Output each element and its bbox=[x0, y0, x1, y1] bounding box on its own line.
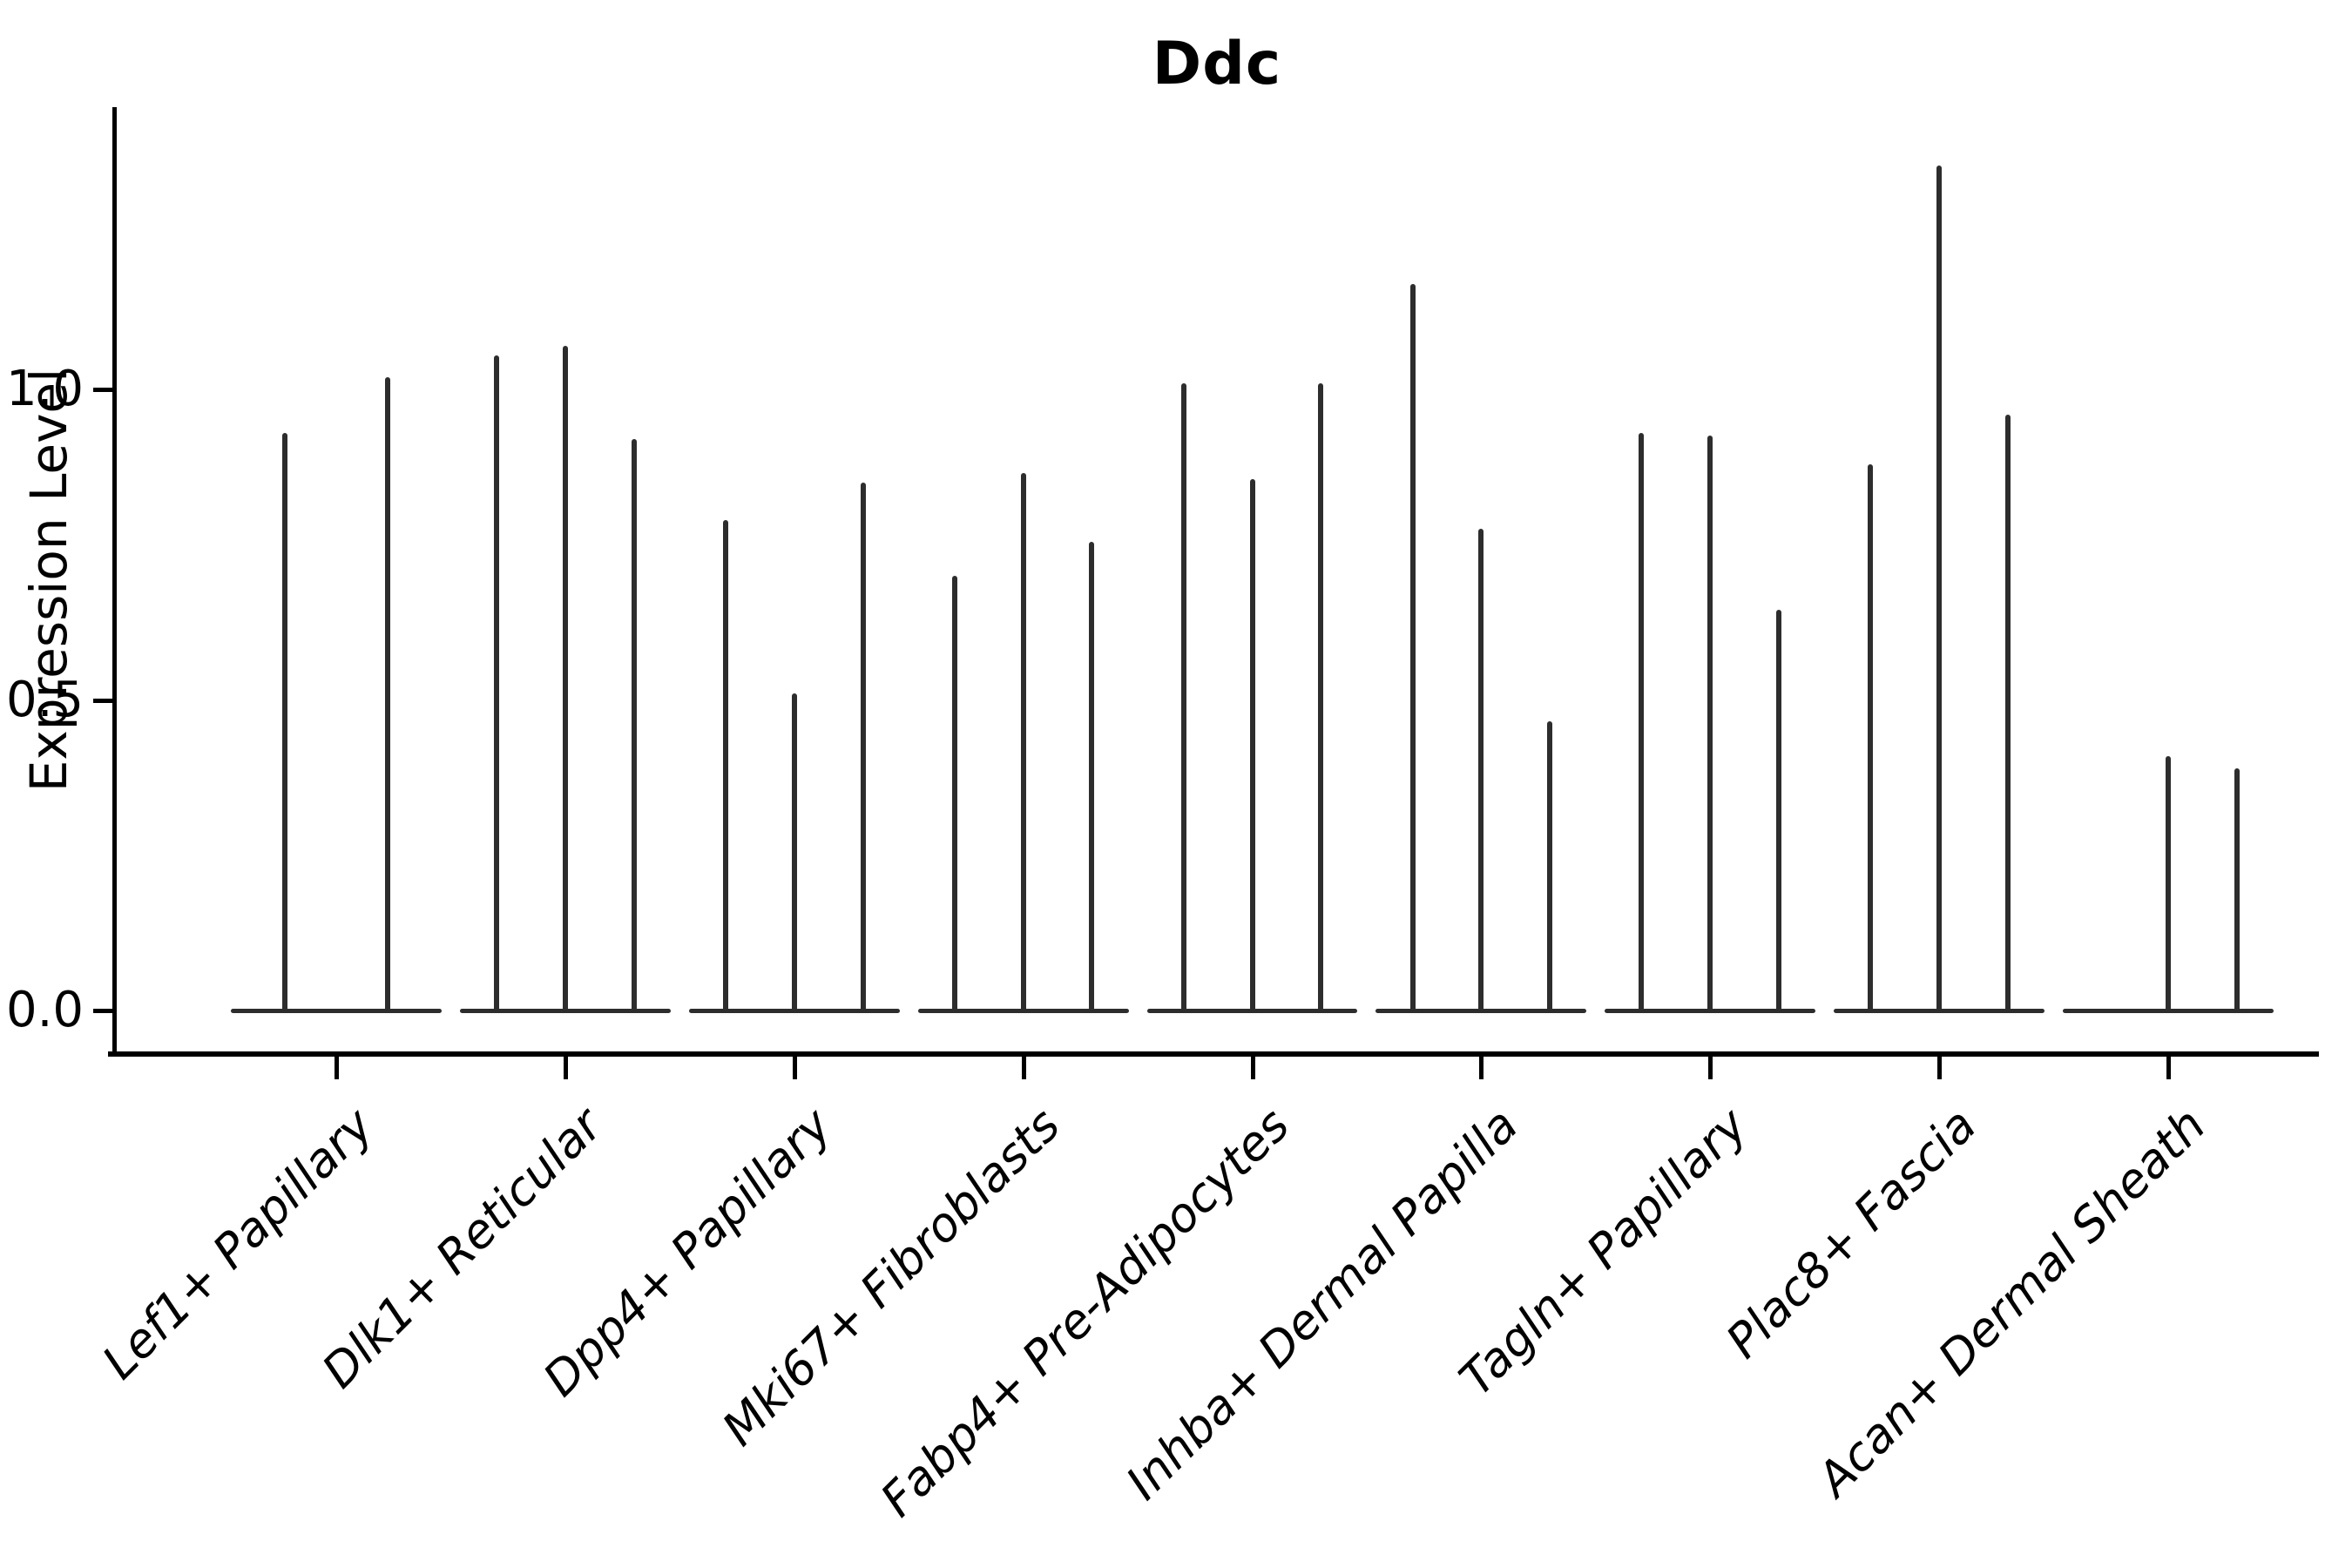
y-tick bbox=[93, 388, 115, 392]
y-tick-label: 0.0 bbox=[5, 982, 84, 1038]
x-tick-label: Inhba+ Dermal Papilla bbox=[1115, 1097, 1529, 1511]
x-tick bbox=[792, 1057, 797, 1079]
violin-spike bbox=[1180, 382, 1186, 1013]
violin-spike bbox=[791, 693, 797, 1013]
violin-spike bbox=[1868, 463, 1874, 1013]
violin-spike bbox=[494, 355, 499, 1013]
x-tick bbox=[335, 1057, 339, 1079]
violin-spike bbox=[2004, 414, 2011, 1013]
y-axis-spine bbox=[112, 107, 117, 1057]
y-tick bbox=[93, 1009, 115, 1013]
violin-spike bbox=[631, 439, 637, 1013]
x-tick bbox=[1708, 1057, 1713, 1079]
x-tick bbox=[1250, 1057, 1255, 1079]
violin-spike bbox=[1089, 541, 1095, 1013]
violin-spike bbox=[1776, 610, 1782, 1013]
y-axis-label: Expression Level bbox=[19, 368, 78, 793]
violin-spike bbox=[1478, 529, 1484, 1013]
violin-spike bbox=[1547, 721, 1553, 1013]
violin-spike bbox=[1707, 436, 1713, 1013]
violin-spike bbox=[1936, 166, 1943, 1013]
violin-spike bbox=[1409, 283, 1416, 1013]
x-tick bbox=[1937, 1057, 1943, 1079]
chart-title: Ddc bbox=[1152, 30, 1282, 98]
violin-spike bbox=[2166, 755, 2171, 1013]
violin-spike bbox=[281, 432, 287, 1013]
violin-spike bbox=[860, 482, 866, 1013]
x-tick-label: Acan+ Dermal Sheath bbox=[1806, 1097, 2216, 1507]
x-tick-label: Plac8+ Fascia bbox=[1715, 1097, 1987, 1369]
y-tick-label: 1.0 bbox=[5, 361, 84, 417]
violin-spike bbox=[385, 376, 391, 1013]
x-axis-spine bbox=[108, 1051, 2319, 1057]
violin-base bbox=[231, 1009, 442, 1013]
x-tick bbox=[1021, 1057, 1026, 1079]
violin-spike bbox=[1020, 473, 1026, 1013]
x-tick bbox=[1479, 1057, 1484, 1079]
violin-spike bbox=[562, 346, 568, 1013]
violin-spike bbox=[722, 519, 728, 1013]
violin-spike bbox=[2234, 767, 2240, 1013]
x-tick bbox=[563, 1057, 568, 1079]
violin-spike bbox=[951, 575, 957, 1013]
x-tick bbox=[2166, 1057, 2171, 1079]
x-tick-label: Fabp4+ Pre-Adipocytes bbox=[869, 1097, 1300, 1528]
violin-spike bbox=[1318, 382, 1324, 1013]
y-tick bbox=[93, 698, 115, 703]
y-tick-label: 0.5 bbox=[5, 671, 84, 728]
violin-spike bbox=[1639, 432, 1645, 1013]
violin-spike bbox=[1249, 479, 1255, 1013]
